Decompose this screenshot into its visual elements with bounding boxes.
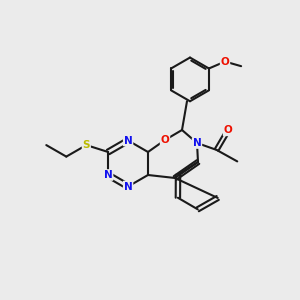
Text: O: O bbox=[220, 57, 230, 67]
Text: N: N bbox=[193, 138, 201, 148]
Text: S: S bbox=[82, 140, 90, 150]
Text: O: O bbox=[224, 125, 233, 135]
Text: N: N bbox=[124, 182, 133, 191]
Text: N: N bbox=[124, 136, 133, 146]
Text: O: O bbox=[160, 135, 169, 145]
Text: N: N bbox=[104, 170, 112, 180]
